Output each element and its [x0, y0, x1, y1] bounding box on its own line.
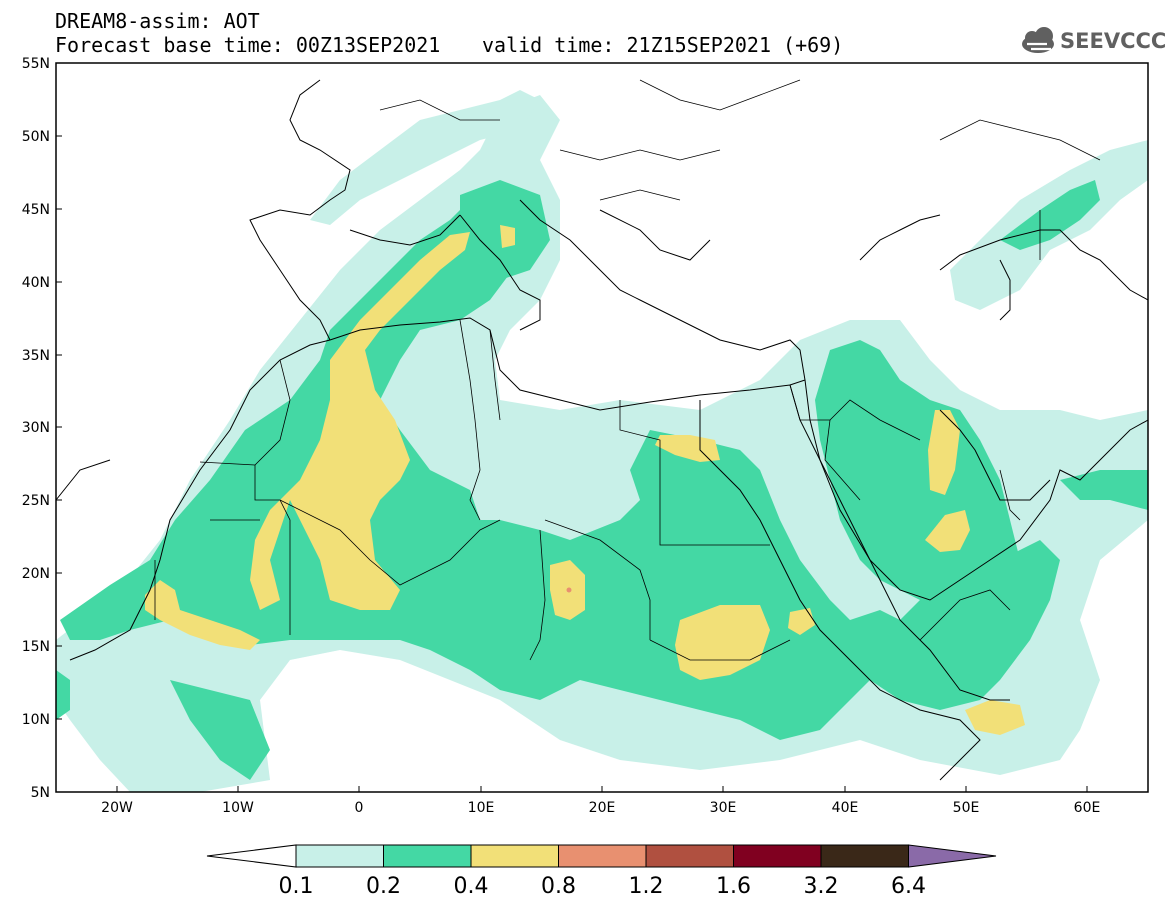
colorbar-label-6.4: 6.4 — [891, 874, 926, 899]
aot-level-0.8 — [566, 587, 572, 593]
lon-label-50e: 50E — [953, 800, 980, 816]
lon-label-10w: 10W — [222, 800, 254, 816]
colorbar-label-0.4: 0.4 — [454, 874, 489, 899]
cloud-icon — [1022, 27, 1054, 53]
colorbar-swatch-3.2 — [820, 844, 909, 868]
lon-label-0: 0 — [355, 800, 364, 816]
lat-label-55n: 55N — [22, 56, 50, 72]
valid-time: valid time: 21Z15SEP2021 (+69) — [482, 33, 844, 57]
latitude-labels: 55N 50N 45N 40N 35N 30N 25N 20N 15N 10N … — [22, 56, 50, 801]
colorbar-label-3.2: 3.2 — [804, 874, 839, 899]
forecast-base-time: Forecast base time: 00Z13SEP2021 — [55, 33, 441, 57]
lat-label-50n: 50N — [22, 129, 50, 145]
aot-contour-field — [56, 63, 1148, 792]
colorbar-swatch-1.6 — [733, 844, 822, 868]
colorbar-label-1.2: 1.2 — [629, 874, 664, 899]
colorbar-label-0.1: 0.1 — [279, 874, 314, 899]
colorbar-swatch-0.8 — [558, 844, 647, 868]
colorbar: 0.1 0.2 0.4 0.8 1.2 1.6 3.2 6.4 — [206, 844, 997, 899]
colorbar-max-arrow — [908, 844, 997, 868]
lat-label-45n: 45N — [22, 202, 50, 218]
lat-label-20n: 20N — [22, 566, 50, 582]
colorbar-swatch-0.2 — [383, 844, 472, 868]
lon-label-20w: 20W — [101, 800, 133, 816]
aot-level-0.2 — [56, 180, 1148, 780]
lat-label-5n: 5N — [31, 785, 50, 801]
colorbar-swatch-1.2 — [645, 844, 734, 868]
colorbar-label-0.2: 0.2 — [366, 874, 401, 899]
lat-label-40n: 40N — [22, 275, 50, 291]
lat-label-10n: 10N — [22, 712, 50, 728]
colorbar-swatch-0.1 — [295, 844, 384, 868]
seevccc-logo-text: SEEVCCC — [1060, 29, 1165, 53]
lat-label-15n: 15N — [22, 639, 50, 655]
colorbar-label-1.6: 1.6 — [716, 874, 751, 899]
lon-label-40e: 40E — [832, 800, 859, 816]
country-borders — [154, 79, 1101, 661]
colorbar-swatch-0.4 — [470, 844, 559, 868]
coastlines — [56, 79, 1148, 781]
lon-label-20e: 20E — [589, 800, 616, 816]
lon-label-60e: 60E — [1074, 800, 1101, 816]
axis-ticks — [56, 62, 1088, 792]
product-title: DREAM8-assim: AOT — [55, 9, 260, 33]
lon-label-30e: 30E — [710, 800, 737, 816]
lat-label-35n: 35N — [22, 348, 50, 364]
colorbar-label-0.8: 0.8 — [541, 874, 576, 899]
longitude-labels: 20W 10W 0 10E 20E 30E 40E 50E 60E — [101, 800, 1100, 816]
lon-label-10e: 10E — [468, 800, 495, 816]
colorbar-min-arrow — [206, 844, 297, 868]
lat-label-25n: 25N — [22, 493, 50, 509]
lat-label-30n: 30N — [22, 420, 50, 436]
